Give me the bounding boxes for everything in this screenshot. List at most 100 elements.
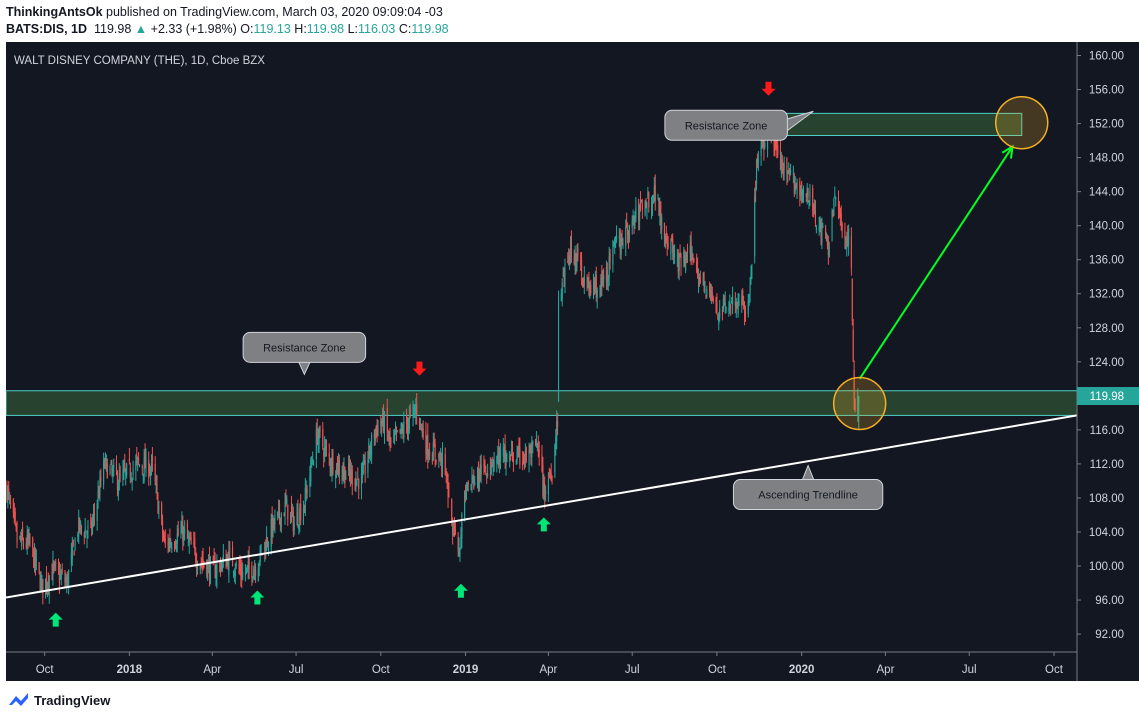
candle-body — [382, 411, 384, 425]
candle-body — [493, 460, 495, 472]
candle-body — [181, 522, 183, 534]
author-name[interactable]: ThinkingAntsOk — [6, 5, 103, 19]
candle-body — [555, 436, 557, 449]
candle-body — [800, 187, 802, 195]
candle-body — [825, 235, 828, 241]
candle-body — [343, 467, 345, 476]
candle-body — [257, 567, 259, 582]
candle-body — [7, 489, 9, 501]
candle-body — [735, 301, 737, 307]
tradingview-brand[interactable]: TradingView — [34, 693, 111, 708]
candle-body — [386, 408, 388, 432]
candle-body — [348, 463, 351, 473]
chart-background — [6, 42, 1139, 681]
candle-body — [148, 459, 150, 478]
candle-body — [632, 215, 634, 222]
ascending-trendline-callout[interactable]: Ascending Trendline — [732, 464, 884, 511]
candle-body — [355, 478, 357, 492]
time-tick-label: Jul — [962, 664, 977, 676]
candle-body — [747, 300, 749, 314]
candle-body — [852, 329, 854, 362]
price-tick-label: 148.00 — [1089, 153, 1124, 165]
candle-body — [697, 276, 700, 283]
candle-body — [92, 521, 94, 528]
candle-body — [270, 519, 272, 548]
symbol-name[interactable]: BATS:DIS, 1D — [6, 22, 88, 36]
ascending-trendline[interactable] — [6, 414, 1078, 599]
candle-body — [38, 562, 40, 572]
candle-body — [401, 428, 403, 431]
candle-body — [678, 253, 680, 271]
candle-body — [57, 566, 60, 571]
candle-body — [231, 546, 234, 567]
support-up-arrow-icon — [250, 590, 265, 605]
candle-body — [9, 496, 11, 498]
candle-body — [661, 217, 663, 231]
candle-body — [542, 464, 544, 497]
candle-body — [19, 536, 21, 538]
candle-body — [828, 246, 830, 258]
candle-body — [345, 475, 347, 480]
candle-body — [6, 483, 8, 501]
price-chart[interactable]: Resistance Zone Resistance Zone Ascending … — [6, 42, 1139, 681]
candle-body — [756, 164, 758, 168]
target-circle-projected[interactable] — [994, 95, 1049, 150]
open-value: 119.13 — [253, 22, 291, 36]
candle-body — [186, 523, 188, 539]
candle-body — [336, 463, 338, 474]
candle-body — [171, 547, 173, 549]
candle-body — [532, 441, 534, 445]
time-tick-label: Apr — [877, 664, 895, 676]
resistance-zone-callout-2[interactable]: Resistance Zone — [664, 109, 814, 141]
candle-body — [298, 524, 300, 530]
candle-body — [582, 279, 584, 288]
candle-body — [601, 270, 603, 286]
candle-body — [686, 247, 689, 253]
candle-body — [721, 308, 724, 316]
candle-body — [590, 284, 592, 294]
candle-body — [581, 281, 584, 285]
candle-body — [567, 261, 569, 263]
candle-body — [348, 463, 350, 471]
candle-body — [26, 534, 28, 548]
chart-area[interactable]: Resistance Zone Resistance Zone Ascending … — [6, 42, 1139, 681]
projection-arrow[interactable] — [858, 145, 1014, 380]
callout-box — [242, 331, 367, 363]
candle-body — [116, 472, 118, 490]
candle-body — [858, 396, 860, 404]
candle-body — [104, 456, 107, 462]
candle-body — [324, 446, 326, 453]
candle-body — [677, 258, 679, 273]
candle-body — [603, 275, 605, 280]
target-circle-current[interactable] — [832, 376, 887, 431]
candle-body — [724, 302, 726, 307]
candle-body — [349, 469, 351, 479]
resistance-zone-callout-1[interactable]: Resistance Zone — [242, 331, 367, 376]
candle-body — [97, 491, 99, 501]
candle-body — [425, 430, 427, 455]
candle-body — [20, 536, 22, 541]
candle-body — [831, 211, 833, 240]
candle-body — [717, 314, 719, 320]
change-arrow-icon: ▲ — [134, 22, 148, 36]
tradingview-logo-icon[interactable] — [8, 689, 30, 711]
candle-body — [54, 563, 56, 567]
candle-body — [448, 492, 450, 495]
resistance-zone-upper[interactable] — [768, 112, 1023, 136]
price-axis[interactable] — [1077, 42, 1139, 681]
candle-body — [162, 535, 165, 539]
support-up-arrow-icon — [536, 517, 551, 532]
candle-body — [293, 523, 295, 530]
candle-body — [806, 187, 808, 197]
candle-body — [413, 408, 415, 410]
candle-body — [738, 301, 740, 303]
price-tick-label: 108.00 — [1089, 493, 1124, 505]
candle-body — [547, 479, 549, 495]
candle-body — [777, 145, 779, 155]
candle-body — [639, 198, 642, 205]
candle-body — [389, 428, 391, 443]
resistance-zone-lower[interactable] — [6, 390, 1078, 416]
footer: TradingView — [0, 681, 1139, 719]
candle-body — [357, 476, 359, 478]
candle-body — [490, 464, 492, 474]
